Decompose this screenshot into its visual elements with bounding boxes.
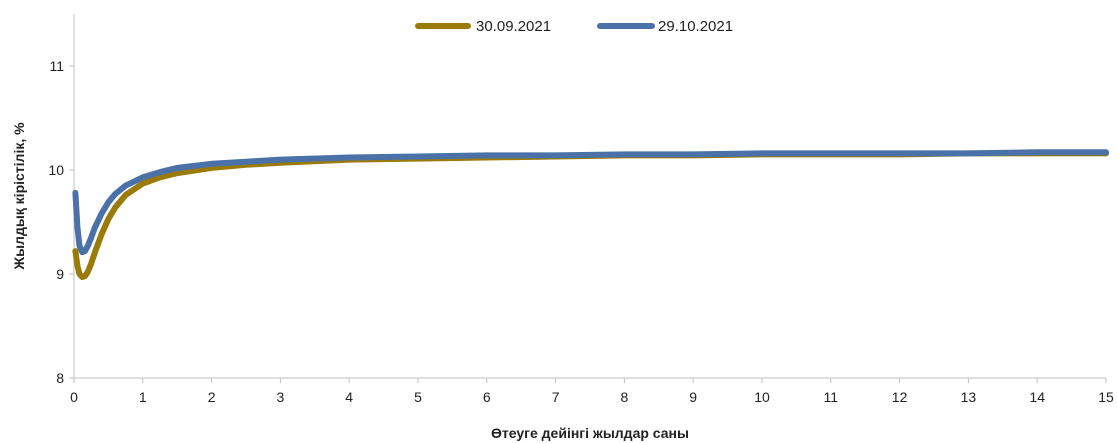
x-axis-title: Өтеуге дейінгі жылдар саны	[491, 425, 689, 441]
x-tick-label: 9	[689, 389, 697, 405]
x-tick-label: 2	[208, 389, 216, 405]
x-tick-label: 15	[1098, 389, 1114, 405]
legend: 30.09.2021 29.10.2021	[415, 18, 733, 35]
y-tick-label: 8	[56, 370, 64, 386]
x-tick-label: 6	[483, 389, 491, 405]
x-tick-label: 14	[1029, 389, 1045, 405]
plot-area	[72, 149, 1109, 281]
y-axis-title: Жылдық кірістілік, %	[11, 122, 27, 271]
x-tick-label: 10	[754, 389, 770, 405]
x-tick-label: 7	[552, 389, 560, 405]
y-tick-label: 11	[49, 58, 64, 74]
x-tick-label: 8	[621, 389, 629, 405]
x-tick-label: 4	[345, 389, 353, 405]
x-tick-label: 3	[277, 389, 285, 405]
x-tick-label: 12	[892, 389, 908, 405]
series-line-2	[72, 149, 1109, 256]
y-tick-label: 10	[48, 162, 64, 178]
x-tick-label: 1	[139, 389, 147, 405]
x-axis: 0 1 2 3 4 5 6 7 8 9 10 11 12 13 14 15	[70, 377, 1114, 405]
legend-label-2: 29.10.2021	[658, 18, 733, 35]
legend-label-1: 30.09.2021	[476, 18, 551, 35]
x-tick-label: 5	[414, 389, 422, 405]
series-line-1	[72, 150, 1109, 281]
y-tick-label: 9	[56, 266, 64, 282]
x-tick-label: 0	[70, 389, 78, 405]
x-tick-label: 13	[961, 389, 977, 405]
x-tick-label: 11	[824, 389, 839, 405]
y-axis: 8 9 10 11	[48, 14, 75, 386]
